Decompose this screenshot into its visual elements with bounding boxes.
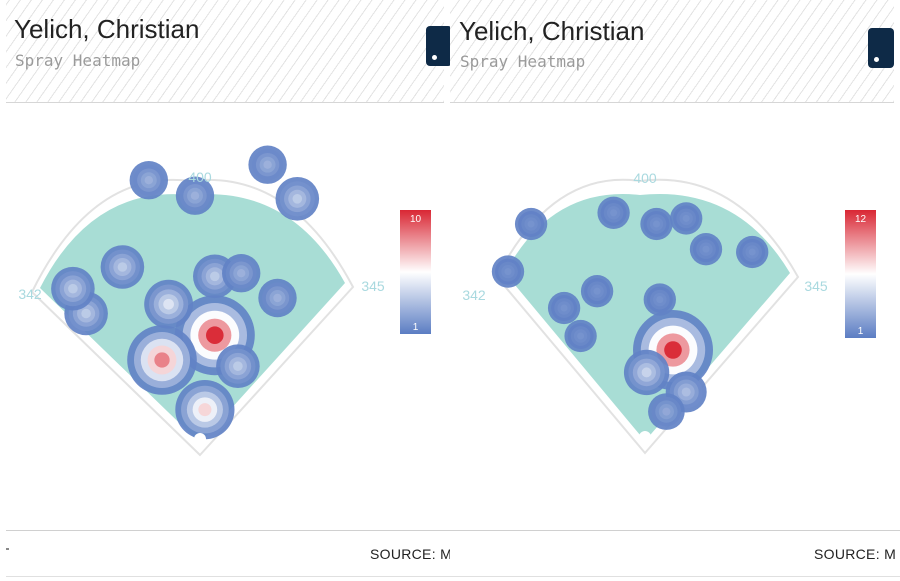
- heat-contour: [154, 352, 170, 368]
- legend-max-label: 10: [410, 214, 422, 225]
- heat-spot: [275, 177, 320, 221]
- footer-divider: [6, 530, 450, 531]
- heat-spot: [648, 393, 685, 430]
- footer-divider: [450, 530, 900, 531]
- team-logo-icon: [426, 26, 450, 66]
- source-credit: SOURCE: M: [370, 546, 450, 562]
- heat-contour: [68, 283, 78, 294]
- heat-contour: [198, 403, 212, 417]
- heat-spot: [491, 255, 525, 288]
- legend-gradient-bar: [400, 210, 431, 334]
- heat-layer: [491, 196, 769, 430]
- heat-contour: [144, 175, 154, 185]
- heatmap-panel-left: Yelich, Christian Spray Heatmap 400 342 …: [6, 0, 450, 577]
- heat-contour: [652, 220, 661, 228]
- heat-spot: [51, 266, 95, 311]
- spray-heatmap-chart: 400 342 345 10 1: [18, 145, 431, 457]
- color-legend: 10 1: [400, 210, 431, 334]
- home-plate: [194, 433, 206, 445]
- heat-spot: [547, 291, 581, 325]
- heat-contour: [682, 214, 690, 222]
- heat-contour: [163, 298, 174, 310]
- heat-contour: [593, 287, 601, 295]
- heat-contour: [656, 296, 664, 304]
- heat-contour: [702, 245, 710, 253]
- heat-contour: [273, 293, 282, 303]
- heat-contour: [206, 326, 224, 344]
- heat-contour: [233, 361, 243, 371]
- heat-spot: [222, 254, 261, 293]
- heat-spot: [643, 283, 676, 316]
- heat-spot: [736, 235, 769, 269]
- footer-bottom-divider: [450, 576, 900, 577]
- legend-max-label: 12: [855, 214, 867, 225]
- heat-contour: [560, 304, 568, 312]
- legend-min-label: 1: [858, 326, 864, 337]
- distance-label-left: 342: [18, 286, 42, 302]
- color-legend: 12 1: [845, 210, 876, 338]
- heat-contour: [190, 191, 200, 200]
- heat-contour: [292, 194, 303, 204]
- heat-contour: [662, 407, 671, 416]
- heat-contour: [664, 341, 682, 359]
- heat-contour: [577, 332, 585, 340]
- heat-spot: [216, 344, 260, 388]
- heat-contour: [641, 367, 652, 378]
- heat-contour: [263, 160, 272, 169]
- heat-spot: [640, 207, 673, 241]
- heat-spot: [144, 279, 194, 329]
- heat-contour: [504, 268, 512, 276]
- source-credit: SOURCE: M: [814, 546, 897, 562]
- player-name: Yelich, Christian: [14, 14, 200, 44]
- legend-min-label: 1: [413, 322, 419, 333]
- heat-contour: [527, 220, 535, 228]
- heat-spot: [129, 161, 168, 200]
- legend-gradient-bar: [845, 210, 876, 338]
- chart-subtitle: Spray Heatmap: [460, 52, 586, 71]
- footer-bottom-divider: [6, 576, 450, 577]
- heat-spot: [248, 145, 287, 184]
- heat-spot: [100, 245, 145, 289]
- panel-header: Yelich, Christian Spray Heatmap: [450, 0, 894, 103]
- heat-contour: [681, 387, 691, 397]
- heat-spot: [258, 278, 297, 318]
- heat-spot: [175, 380, 235, 440]
- heat-spot: [580, 275, 614, 308]
- heat-contour: [610, 209, 618, 217]
- heat-spot: [597, 196, 630, 229]
- heatmap-panel-right: Yelich, Christian Spray Heatmap 400 342 …: [450, 0, 900, 581]
- heat-contour: [748, 248, 756, 256]
- distance-label-center: 400: [633, 170, 657, 186]
- heat-spot: [689, 233, 723, 266]
- distance-label-left: 342: [462, 287, 486, 303]
- team-logo-icon: [868, 28, 894, 68]
- panel-header: Yelich, Christian Spray Heatmap: [6, 0, 450, 103]
- footer-mark: [6, 548, 9, 550]
- heat-spot: [514, 207, 548, 241]
- distance-label-center: 400: [188, 169, 212, 185]
- heat-layer: [51, 145, 320, 440]
- player-name: Yelich, Christian: [459, 16, 645, 46]
- heat-contour: [117, 262, 128, 272]
- heat-contour: [81, 308, 91, 319]
- distance-label-right: 345: [361, 278, 385, 294]
- home-plate: [639, 431, 651, 443]
- heat-contour: [236, 268, 246, 278]
- distance-label-right: 345: [804, 278, 828, 294]
- heat-spot: [175, 176, 215, 215]
- heat-spot: [127, 325, 197, 395]
- spray-heatmap-chart: 400 342 345 12 1: [462, 170, 876, 455]
- heat-spot: [564, 319, 597, 353]
- heat-spot: [670, 202, 703, 235]
- chart-subtitle: Spray Heatmap: [15, 51, 141, 70]
- heat-spot: [623, 349, 670, 396]
- heat-contour: [210, 271, 220, 282]
